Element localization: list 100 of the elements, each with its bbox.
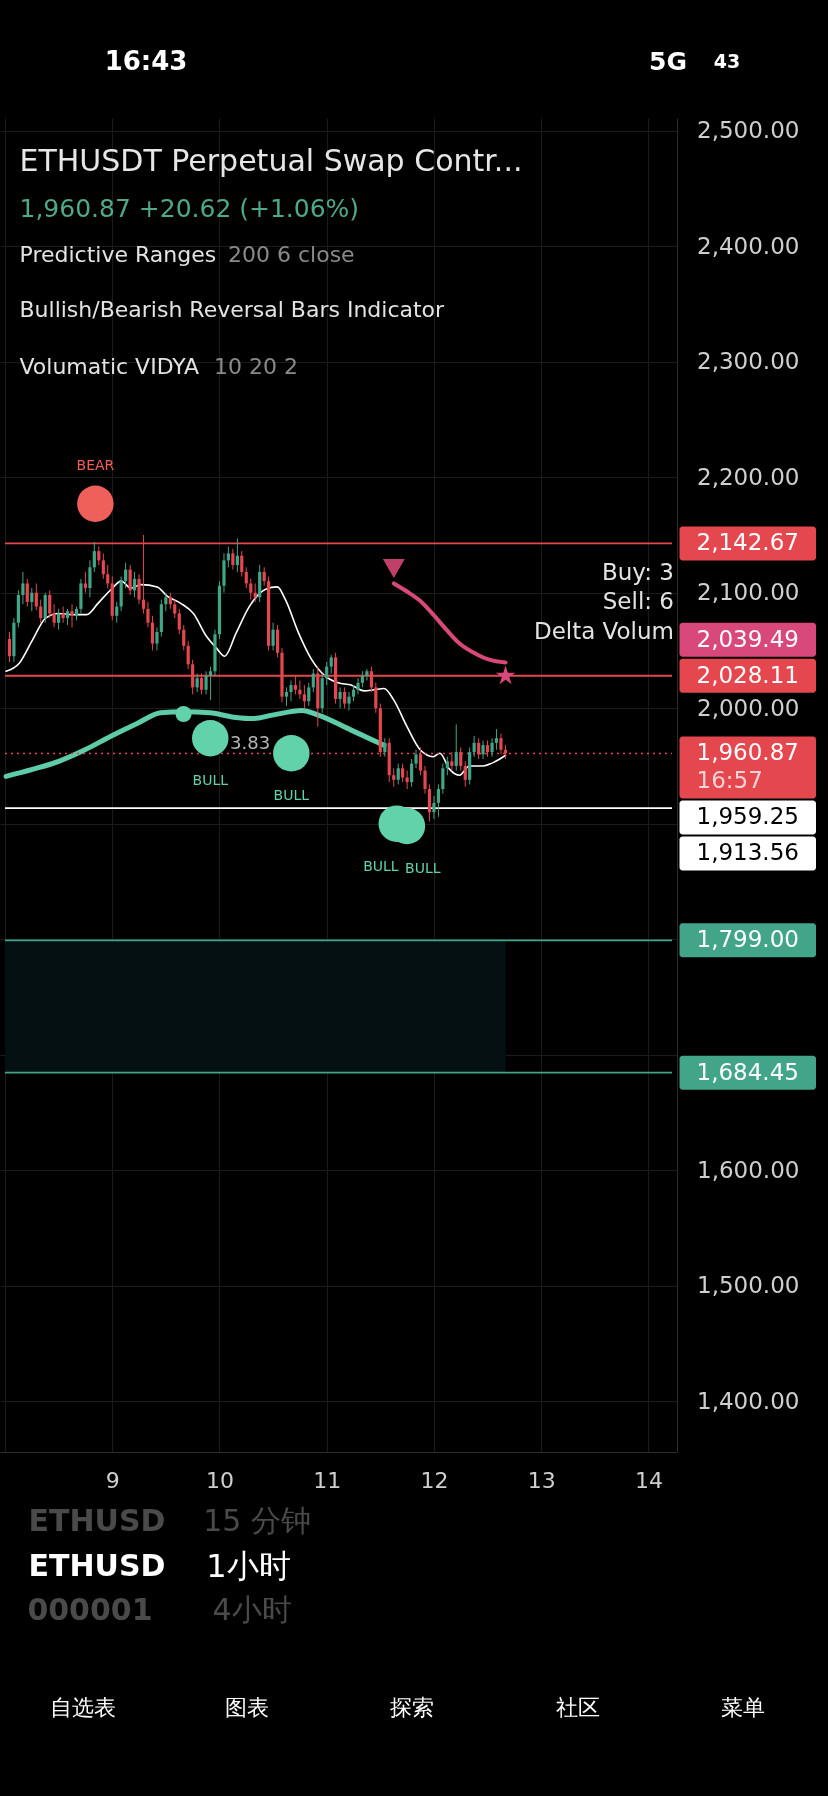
candlestick [383,737,387,758]
candlestick [182,624,186,651]
ref-line-label: 1,913.56 [696,839,799,866]
candlestick [7,631,12,663]
annotation: Volumatic VIDYA [19,353,200,379]
annotation: 10 20 2 [214,353,298,379]
x-tick-label: 14 [634,1467,663,1493]
candlestick [97,546,101,566]
candlestick [454,723,458,772]
text: 自选表 [49,1694,116,1720]
candlestick [347,691,351,711]
candlestick [494,728,499,751]
candlestick [463,760,467,788]
x-tick-label: 11 [313,1467,342,1493]
candlestick [61,606,65,624]
text: 16:43 [104,46,188,76]
ref-line-label: 2,142.67 [696,529,799,556]
y-tick-label: 1,400.00 [697,1387,800,1414]
annotation: BULL [363,857,399,874]
annotation: Sell: 6 [602,588,674,615]
text: 4小时 [212,1592,292,1627]
point [273,735,310,772]
candlestick [231,548,235,571]
candlestick [249,578,253,601]
x-tick-label: 12 [420,1467,449,1493]
y-tick-label: 1,600.00 [697,1156,800,1183]
point [495,665,516,685]
candlestick [356,677,360,695]
annotation: Bullish/Bearish Reversal Bars Indicator [19,297,446,323]
y-tick-label: 1,500.00 [697,1272,800,1299]
annotation: BULL [273,787,310,804]
candlestick [405,770,409,790]
text: 图表 [225,1694,269,1720]
candlestick [302,684,306,709]
candlestick [57,608,61,631]
candlestick [88,559,92,598]
candlestick [374,682,378,714]
candlestick [52,603,56,628]
point [382,558,405,578]
candlestick [48,589,52,619]
candlestick [343,686,347,709]
candlestick [195,673,199,693]
annotation: Buy: 3 [602,558,674,585]
candlestick [226,546,230,568]
x-tick-label: 10 [205,1467,234,1493]
candlestick [115,601,119,624]
candlestick [396,763,400,785]
text: ETHUSDT Perpetual Swap Contr... [19,142,523,178]
candlestick [164,592,168,612]
candlestick [472,735,476,758]
ref-line-label: 1,799.00 [696,926,799,953]
candlestick [21,571,25,605]
candlestick [436,783,441,818]
candlestick [43,592,47,624]
text: 菜单 [721,1694,765,1720]
text: 1,960.87 +20.62 (+1.06%) [19,193,360,223]
candlestick [307,682,311,707]
candlestick [240,550,244,578]
annotation: BULL [192,772,229,789]
y-tick-label: 2,100.00 [697,579,800,606]
candlestick [186,640,190,670]
annotation: Predictive Ranges [19,242,217,268]
text: 1,959.25 [696,803,799,830]
candlestick [155,626,159,651]
candlestick [146,601,150,628]
candlestick [392,767,396,788]
candlestick [284,686,289,707]
candlestick [150,615,155,651]
text: 探索 [390,1694,434,1720]
text: 2,039.49 [696,625,799,652]
candlestick [235,537,239,573]
annotation: 200 6 close [228,242,355,268]
candlestick [83,571,88,594]
candlestick [275,624,280,658]
candlestick [365,668,369,681]
text: 000001 [27,1592,153,1627]
text: 1小时 [206,1547,291,1585]
candlestick [70,603,74,628]
ref-line-label: 1,960.87 [696,739,799,766]
candlestick [481,740,485,760]
candlestick [30,587,34,612]
text: ETHUSD [28,1503,166,1538]
y-tick-label: 2,300.00 [697,348,800,375]
text: 16:57 [696,767,763,794]
candlestick [445,756,449,776]
annotation: BEAR [76,456,115,473]
y-tick-label: 2,500.00 [697,117,800,144]
candlestick [137,573,141,605]
x-tick-label: 13 [527,1467,556,1493]
candlestick [106,564,110,589]
text: 43 [713,50,741,72]
candlestick [262,566,266,587]
candlestick [208,666,213,701]
annotation: BULL [405,860,441,876]
candlestick [423,765,427,795]
candlestick [427,783,432,822]
point [175,705,192,723]
candlestick [289,679,293,702]
candlestick [401,763,405,783]
candlestick [128,564,132,596]
